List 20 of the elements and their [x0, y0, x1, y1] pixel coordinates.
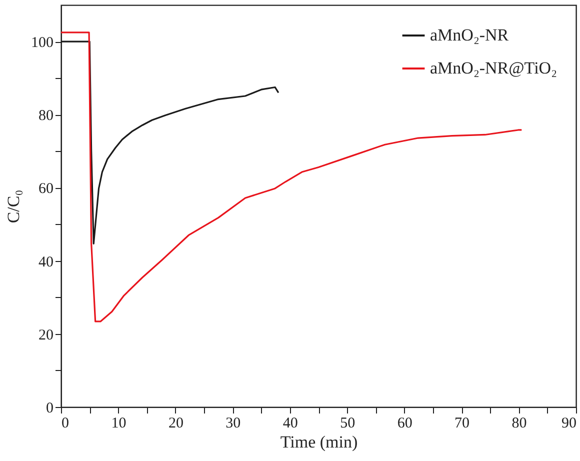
y-axis-title: C/C₀	[4, 190, 23, 224]
x-tick-label: 80	[512, 416, 527, 432]
x-tick-label: 30	[226, 416, 241, 432]
y-tick-label: 100	[31, 35, 54, 52]
x-tick-label: 90	[562, 416, 576, 432]
legend-label: aMnO₂-NR	[430, 26, 510, 44]
y-tick-label: 0	[46, 400, 54, 416]
legend-label: aMnO₂-NR@TiO₂	[430, 58, 558, 78]
x-tick-label: 40	[282, 416, 298, 432]
x-tick-label: 20	[168, 416, 184, 432]
x-tick-label: 50	[340, 416, 356, 432]
x-tick-label: 10	[111, 416, 126, 432]
x-tick-label: 60	[397, 416, 412, 432]
y-tick-label: 80	[38, 108, 54, 124]
x-tick-label: 70	[454, 416, 470, 432]
y-tick-label: 40	[38, 254, 54, 270]
y-tick-label: 20	[38, 327, 54, 344]
x-axis-title: Time (min)	[280, 432, 358, 452]
x-tick-label: 0	[62, 416, 69, 432]
y-tick-label: 60	[38, 181, 54, 198]
